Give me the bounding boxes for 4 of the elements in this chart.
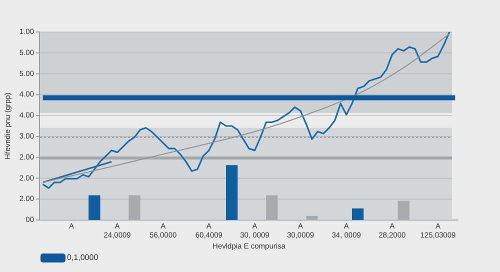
legend-label: 0,1,0000 (67, 253, 99, 262)
bar (226, 165, 238, 220)
bar (352, 208, 364, 220)
bar (88, 195, 100, 220)
